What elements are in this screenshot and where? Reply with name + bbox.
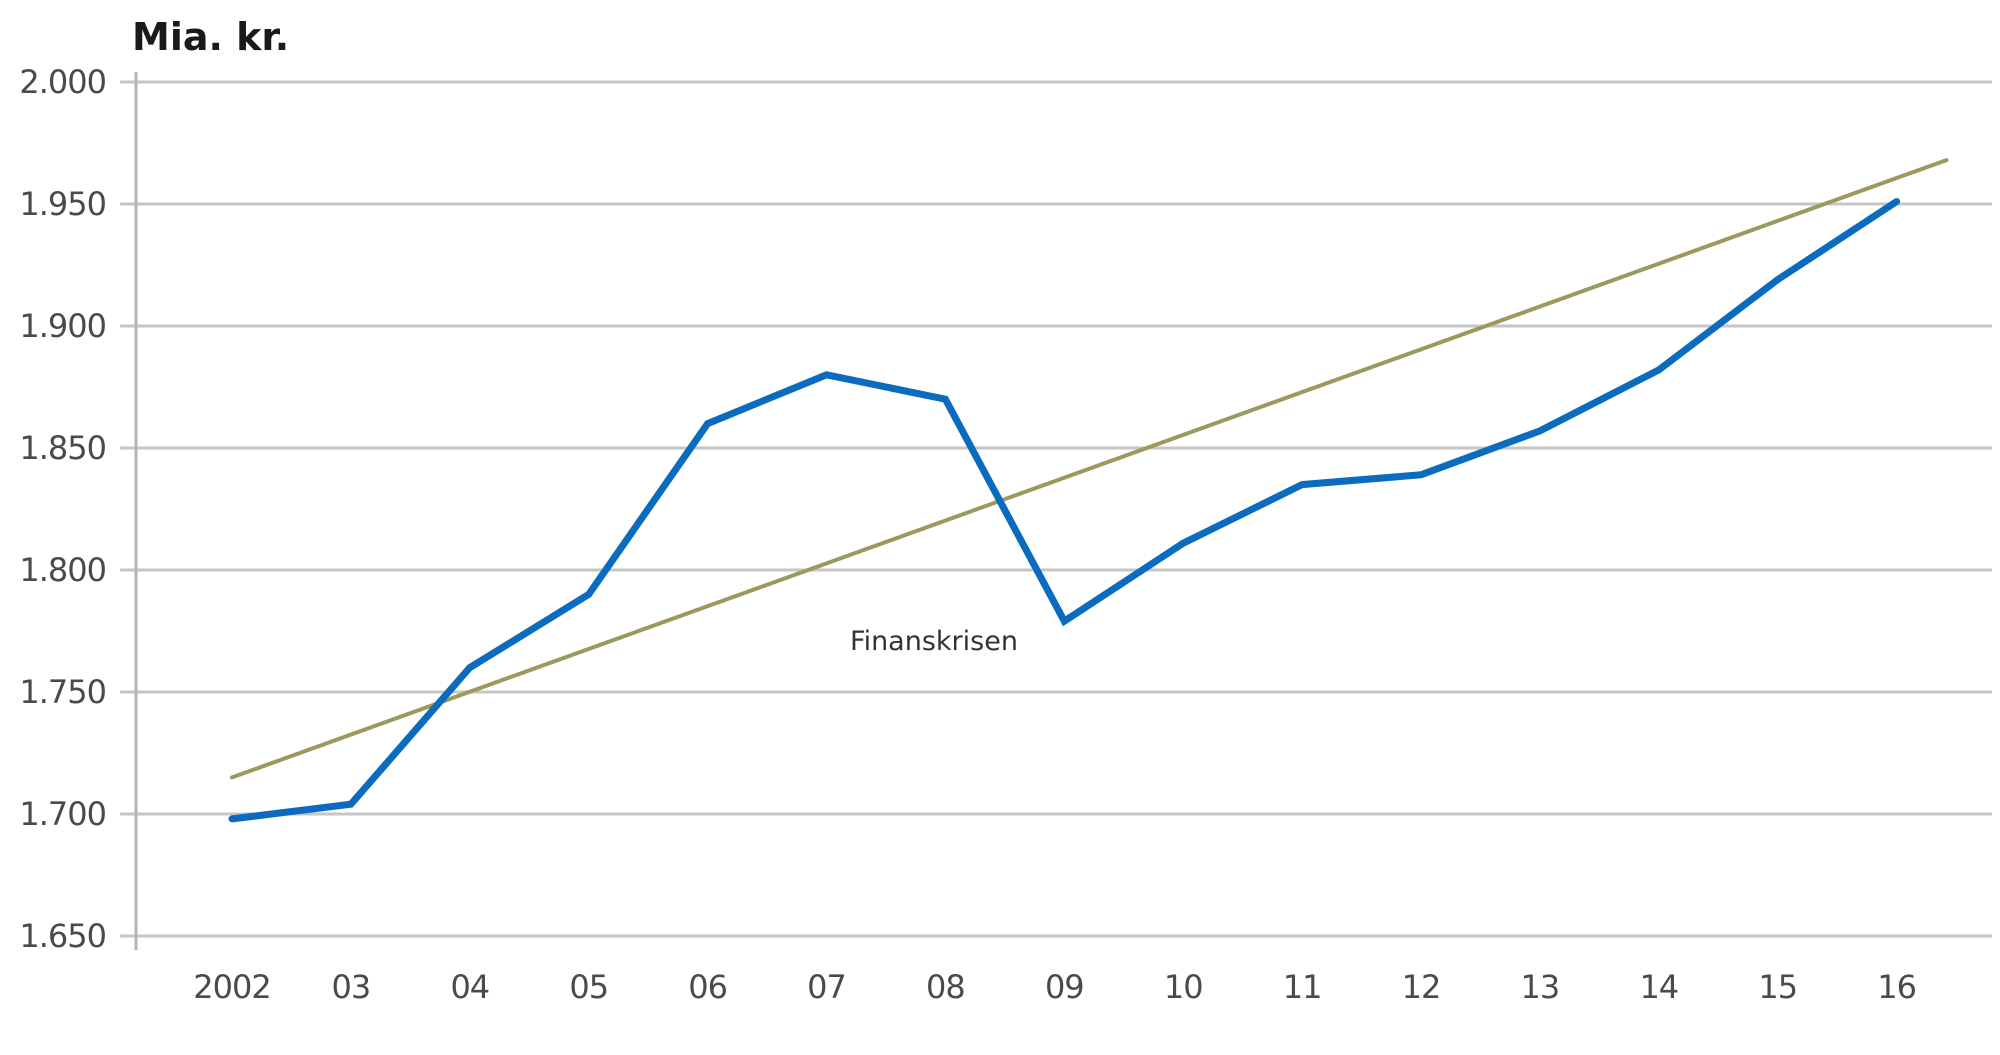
y-tick-label: 1.850 [19, 429, 106, 467]
trend-line [230, 158, 1949, 780]
y-axis-unit-label: Mia. kr. [132, 15, 289, 59]
x-tick-label: 13 [1521, 968, 1560, 1006]
x-tick-label: 10 [1164, 968, 1203, 1006]
x-tick-label: 11 [1283, 968, 1322, 1006]
x-tick-label: 08 [926, 968, 965, 1006]
x-tick-label: 14 [1639, 968, 1678, 1006]
actual-series-line [228, 198, 1901, 823]
x-tick-label: 2002 [193, 968, 270, 1006]
y-tick-label: 1.950 [19, 185, 106, 223]
x-axis-ticks: 2002 03 04 05 06 07 08 09 10 11 12 13 14 15 16 [193, 968, 1917, 1006]
x-tick-label: 07 [807, 968, 846, 1006]
y-tick-label: 1.700 [19, 795, 106, 833]
annotation-finanskrisen: Finanskrisen [850, 626, 1018, 657]
x-tick-label: 05 [569, 968, 608, 1006]
y-tick-label: 1.650 [19, 917, 106, 955]
x-tick-label: 04 [450, 968, 489, 1006]
y-tick-label: 1.800 [19, 551, 106, 589]
gridlines [120, 80, 1992, 938]
x-tick-label: 16 [1877, 968, 1916, 1006]
x-tick-label: 09 [1045, 968, 1084, 1006]
y-tick-label: 1.750 [19, 673, 106, 711]
x-tick-label: 15 [1758, 968, 1797, 1006]
x-tick-label: 03 [332, 968, 371, 1006]
y-axis-ticks: 2.000 1.950 1.900 1.850 1.800 1.750 1.700 1.650 [19, 63, 107, 955]
x-tick-label: 12 [1402, 968, 1441, 1006]
y-tick-label: 1.900 [19, 307, 106, 345]
x-tick-label: 06 [688, 968, 727, 1006]
y-tick-label: 2.000 [19, 63, 106, 101]
